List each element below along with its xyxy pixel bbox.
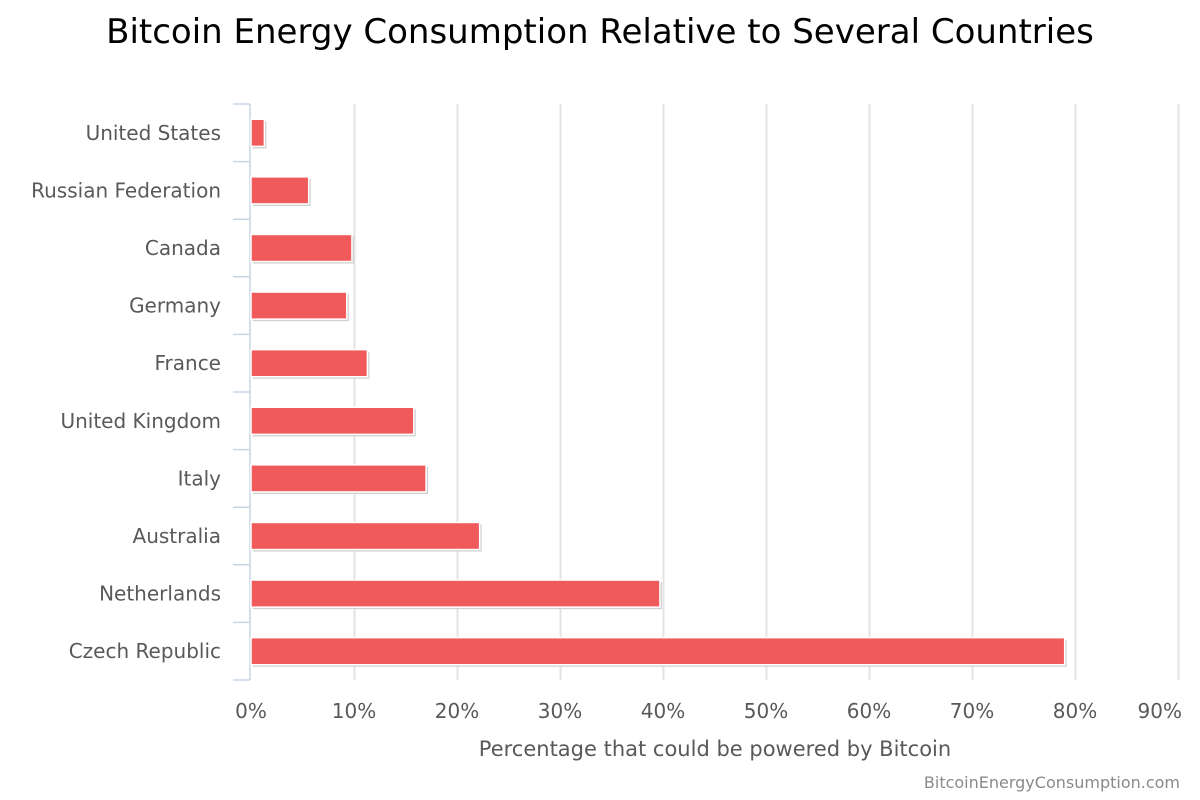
- gridlines: [353, 104, 1180, 680]
- x-tick-label: 20%: [435, 699, 479, 723]
- x-tick-labels: 0% 10% 20% 30% 40% 50% 60% 70% 80% 90%: [235, 699, 1182, 723]
- category-label: Australia: [133, 524, 221, 548]
- x-tick-label: 60%: [847, 699, 891, 723]
- x-tick-label: 50%: [744, 699, 788, 723]
- category-label: Canada: [145, 236, 221, 260]
- category-label: United Kingdom: [60, 409, 221, 433]
- x-tick-label: 0%: [235, 699, 267, 723]
- category-label: United States: [86, 121, 221, 145]
- x-tick-label: 10%: [332, 699, 376, 723]
- x-axis-title: Percentage that could be powered by Bitc…: [479, 737, 951, 761]
- x-tick-label: 70%: [950, 699, 994, 723]
- source-credit: BitcoinEnergyConsumption.com: [923, 773, 1180, 792]
- bar-canada[interactable]: [250, 233, 353, 263]
- bar-netherlands[interactable]: [250, 579, 661, 608]
- category-axis: [233, 103, 251, 681]
- category-label: France: [154, 351, 221, 375]
- bar-united-states[interactable]: [250, 118, 266, 148]
- x-tick-label: 90%: [1138, 699, 1182, 723]
- category-label: Germany: [129, 294, 221, 318]
- bar-australia[interactable]: [250, 521, 481, 551]
- category-label: Netherlands: [99, 582, 221, 606]
- category-labels: United States Russian Federation Canada Ger…: [31, 121, 221, 663]
- category-label: Russian Federation: [31, 178, 221, 202]
- bars: [250, 118, 1067, 667]
- x-tick-label: 80%: [1053, 699, 1097, 723]
- bar-czech-republic[interactable]: [250, 636, 1066, 666]
- x-tick-label: 30%: [538, 699, 582, 723]
- bar-italy[interactable]: [250, 464, 427, 493]
- bar-germany[interactable]: [250, 291, 348, 320]
- bar-france[interactable]: [250, 348, 369, 378]
- category-label: Czech Republic: [69, 639, 221, 663]
- chart-title: Bitcoin Energy Consumption Relative to S…: [106, 12, 1094, 52]
- bar-united-kingdom[interactable]: [250, 406, 415, 436]
- x-tick-label: 40%: [641, 699, 685, 723]
- category-label: Italy: [178, 466, 222, 490]
- bar-russian-federation[interactable]: [250, 176, 310, 205]
